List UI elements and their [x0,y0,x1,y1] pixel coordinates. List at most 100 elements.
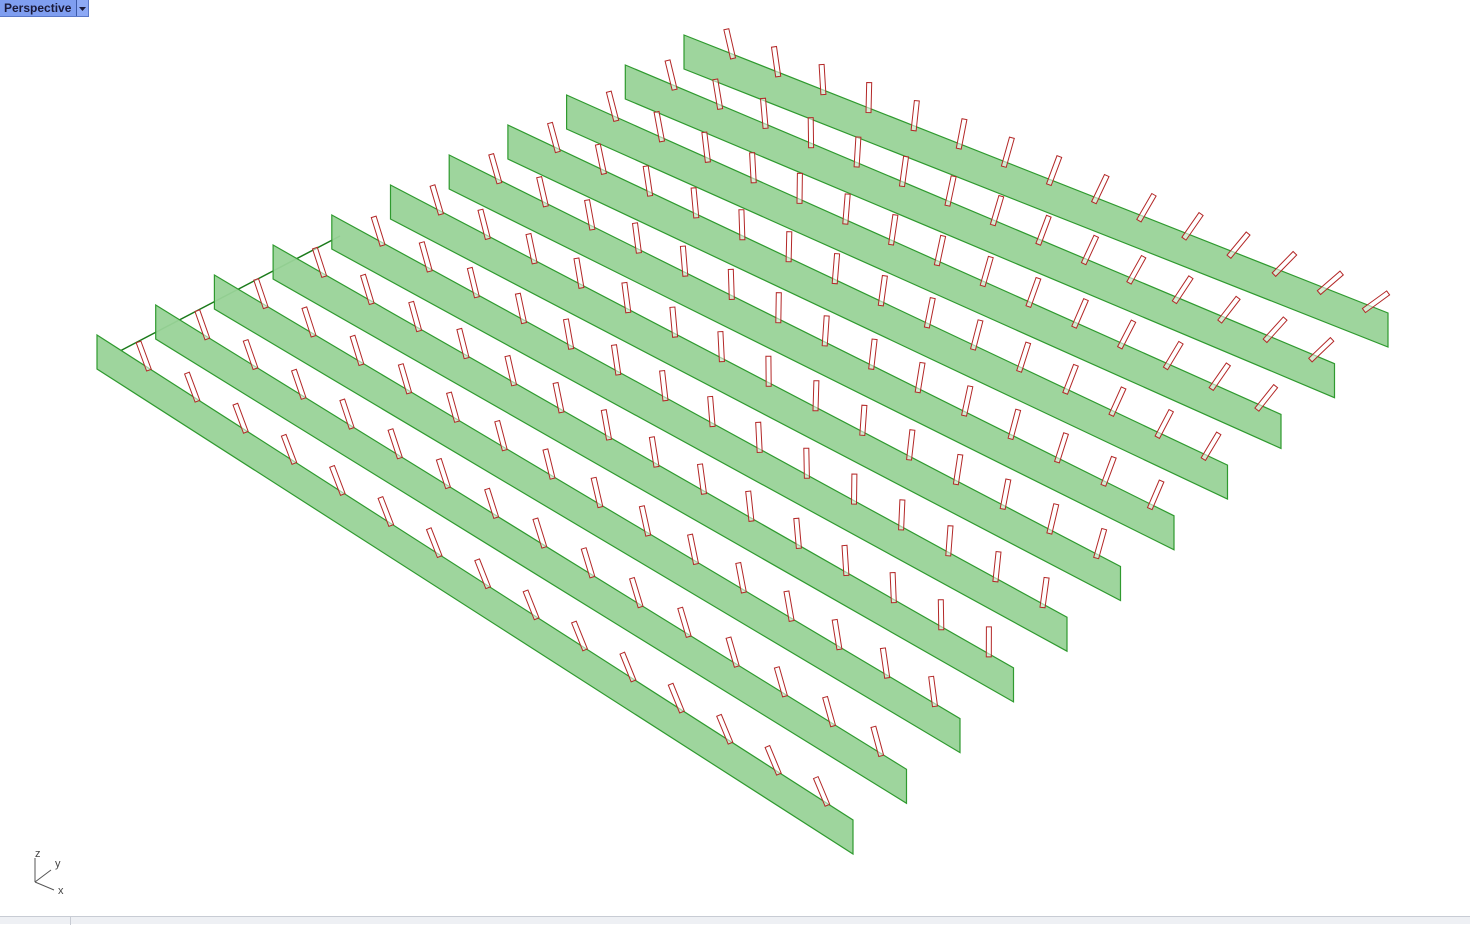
fin-element[interactable] [712,78,724,110]
fin-element[interactable] [812,775,831,807]
fin-element[interactable] [783,590,795,622]
fin-element[interactable] [1016,341,1032,373]
fin-element[interactable] [580,547,596,579]
fin-element[interactable] [812,380,820,412]
fin-element[interactable] [803,447,810,479]
fin-element[interactable] [821,315,830,347]
fin-element[interactable] [723,28,737,60]
fin-element[interactable] [868,338,878,370]
fin-element[interactable] [1046,503,1060,535]
fin-element[interactable] [532,517,548,549]
fin-element[interactable] [822,695,837,728]
strip-panel[interactable] [272,243,1015,703]
fin-element[interactable] [1361,290,1391,314]
fin-element[interactable] [687,533,700,566]
fin-element[interactable] [807,117,815,149]
fin-element[interactable] [552,381,565,414]
fin-element[interactable] [1200,431,1222,462]
fin-element[interactable] [1146,479,1165,511]
fin-element[interactable] [339,398,355,430]
fin-element[interactable] [879,647,891,679]
fin-element[interactable] [253,277,269,310]
strip-panel[interactable] [213,273,961,754]
fin-element[interactable] [1126,254,1147,285]
fin-element[interactable] [775,292,782,324]
fin-element[interactable] [466,266,480,299]
fin-element[interactable] [1108,386,1127,417]
panel-surface[interactable] [507,124,1229,501]
fin-element[interactable] [1062,363,1079,395]
fin-element[interactable] [818,63,827,96]
fin-element[interactable] [484,487,500,520]
fin-element[interactable] [759,97,769,130]
fin-element[interactable] [605,90,620,123]
panel-surface[interactable] [565,94,1282,450]
fin-element[interactable] [477,208,491,241]
fin-element[interactable] [898,499,906,531]
fin-element[interactable] [504,354,518,387]
fin-element[interactable] [1090,173,1110,205]
fin-element[interactable] [631,222,642,254]
fin-element[interactable] [525,232,538,265]
viewport-tab[interactable]: Perspective [0,0,90,17]
fin-element[interactable] [877,274,888,307]
strip-panel[interactable] [155,303,908,805]
strip-panel[interactable] [565,90,1282,450]
fin-element[interactable] [785,231,793,263]
fin-element[interactable] [290,368,307,400]
fin-element[interactable] [985,626,992,658]
fin-element[interactable] [1035,214,1052,246]
fin-element[interactable] [659,369,669,402]
fin-element[interactable] [1045,155,1063,187]
fin-element[interactable] [952,453,964,486]
fin-element[interactable] [727,268,735,301]
fin-element[interactable] [906,429,916,461]
fin-element[interactable] [889,571,897,604]
fin-element[interactable] [349,334,365,367]
fin-element[interactable] [725,636,740,668]
fin-element[interactable] [707,395,716,428]
fin-element[interactable] [1025,276,1042,309]
viewport-title[interactable]: Perspective [4,1,72,15]
fin-element[interactable] [961,385,974,417]
fin-element[interactable] [910,99,920,132]
fin-element[interactable] [397,363,413,395]
fin-element[interactable] [793,517,802,550]
fin-element[interactable] [542,448,556,480]
fin-element[interactable] [194,309,211,341]
fin-element[interactable] [638,505,652,537]
fin-element[interactable] [679,245,689,277]
fin-element[interactable] [1162,340,1184,371]
fin-element[interactable] [1100,455,1117,487]
fin-element[interactable] [992,550,1002,583]
fin-element[interactable] [1053,432,1070,464]
fin-element[interactable] [1039,576,1050,609]
fin-element[interactable] [664,59,678,91]
fin-element[interactable] [667,682,685,714]
fin-element[interactable] [716,713,734,745]
fin-element[interactable] [280,433,298,465]
fin-element[interactable] [242,338,259,371]
fin-element[interactable] [831,618,843,651]
fin-element[interactable] [1226,231,1251,260]
fin-element[interactable] [301,306,317,338]
fin-element[interactable] [418,241,433,273]
fin-element[interactable] [1007,408,1022,441]
fin-element[interactable] [717,330,725,363]
panel-surface[interactable] [272,243,1015,703]
fin-element[interactable] [232,402,249,434]
fin-element[interactable] [377,495,395,528]
fin-element[interactable] [1154,408,1175,440]
fin-element[interactable] [590,476,604,509]
fin-element[interactable] [1262,316,1288,344]
fin-element[interactable] [1171,275,1194,305]
fin-element[interactable] [755,421,763,454]
fin-element[interactable] [573,257,585,289]
fin-element[interactable] [1217,295,1241,324]
fin-element[interactable] [570,620,589,652]
strip-panel[interactable] [331,213,1068,653]
fin-element[interactable] [1071,298,1089,329]
fin-element[interactable] [841,544,850,577]
viewport-menu-button[interactable] [76,0,89,16]
